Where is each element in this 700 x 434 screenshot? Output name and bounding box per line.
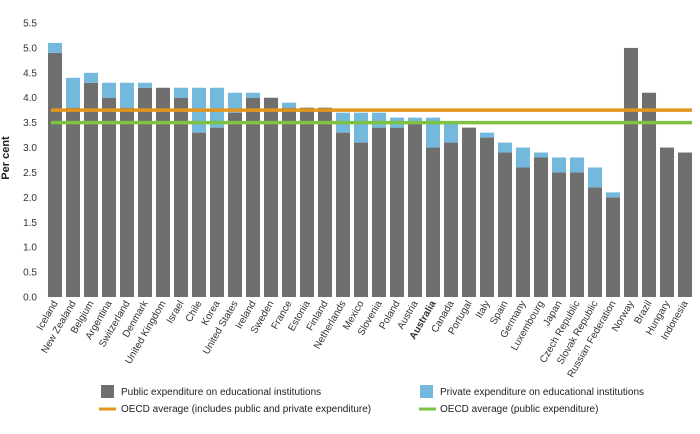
bar-public: [677, 152, 693, 297]
bar-private: [605, 192, 621, 198]
legend-label-private: Private expenditure on educational insti…: [440, 387, 644, 398]
bar-public: [605, 197, 621, 297]
bar-private: [173, 87, 189, 98]
bar-private: [209, 87, 225, 128]
bar-public: [299, 107, 315, 297]
y-tick-label: 2.5: [23, 168, 37, 179]
legend-label-oecd-public: OECD average (public expenditure): [440, 404, 598, 415]
bar-public: [533, 157, 549, 297]
bar-public: [191, 132, 207, 297]
bar-private: [65, 77, 81, 108]
bar-public: [245, 97, 261, 298]
y-tick-label: 2.0: [23, 193, 37, 204]
bar-public: [569, 172, 585, 297]
bar-public: [335, 132, 351, 297]
bar-private: [371, 112, 387, 128]
bar-private: [497, 142, 513, 153]
bar-public: [371, 127, 387, 297]
y-tick-label: 1.0: [23, 243, 37, 254]
bar-private: [515, 147, 531, 168]
bar-private: [551, 157, 567, 173]
bar-private: [137, 82, 153, 88]
y-tick-label: 3.0: [23, 143, 37, 154]
bar-private: [119, 82, 135, 108]
bar-private: [101, 82, 117, 98]
bar-public: [353, 142, 369, 297]
bar-public: [659, 147, 675, 297]
bar-public: [389, 127, 405, 297]
legend-swatch-public: [101, 385, 114, 398]
bar-private: [569, 157, 585, 173]
bar-private: [587, 167, 603, 188]
legend: Public expenditure on educational instit…: [99, 385, 644, 415]
bar-public: [587, 187, 603, 297]
bar-public: [83, 82, 99, 297]
bar-public: [479, 137, 495, 297]
bar-private: [443, 122, 459, 143]
bar-public: [263, 97, 279, 298]
bar-public: [101, 97, 117, 298]
bar-public: [137, 87, 153, 297]
bar-public: [173, 97, 189, 298]
bar-public: [407, 122, 423, 298]
legend-label-oecd-total: OECD average (includes public and privat…: [121, 404, 371, 415]
bar-public: [497, 152, 513, 297]
legend-label-public: Public expenditure on educational instit…: [121, 387, 321, 398]
bar-private: [353, 112, 369, 143]
y-tick-label: 4.5: [23, 68, 37, 79]
bar-private: [47, 42, 63, 53]
bar-private: [425, 117, 441, 148]
bar-public: [281, 107, 297, 297]
bar-public: [209, 127, 225, 297]
bar-private: [479, 132, 495, 138]
bar-public: [551, 172, 567, 297]
y-axis-label: Per cent: [0, 136, 12, 180]
y-tick-label: 5.0: [23, 43, 37, 54]
bar-private: [227, 92, 243, 113]
plot-area: [47, 42, 693, 298]
x-tick-label: Israel: [165, 299, 187, 326]
y-tick-label: 5.5: [23, 19, 37, 30]
y-tick-label: 0.0: [23, 293, 37, 304]
bar-public: [641, 92, 657, 297]
bar-public: [47, 52, 63, 298]
bar-public: [515, 167, 531, 297]
bar-private: [245, 92, 261, 98]
bar-public: [623, 47, 639, 298]
y-tick-label: 1.5: [23, 218, 37, 229]
bar-public: [425, 147, 441, 297]
bar-public: [317, 107, 333, 297]
bar-public: [155, 87, 171, 297]
bar-public: [119, 107, 135, 297]
reference-lines: [51, 108, 692, 125]
bar-public: [65, 107, 81, 297]
legend-swatch-private: [420, 385, 433, 398]
y-axis: 0.0 0.5 1.0 1.5 2.0 2.5 3.0 3.5 4.0 4.5 5.0 5.5: [23, 19, 37, 304]
y-tick-label: 4.0: [23, 93, 37, 104]
bar-public: [443, 142, 459, 297]
bar-public: [461, 127, 477, 297]
y-tick-label: 3.5: [23, 118, 37, 129]
bar-private: [533, 152, 549, 158]
bar-private: [407, 117, 423, 123]
bar-public: [227, 112, 243, 297]
bar-private: [83, 72, 99, 83]
y-tick-label: 0.5: [23, 268, 37, 279]
bar-private: [281, 102, 297, 108]
